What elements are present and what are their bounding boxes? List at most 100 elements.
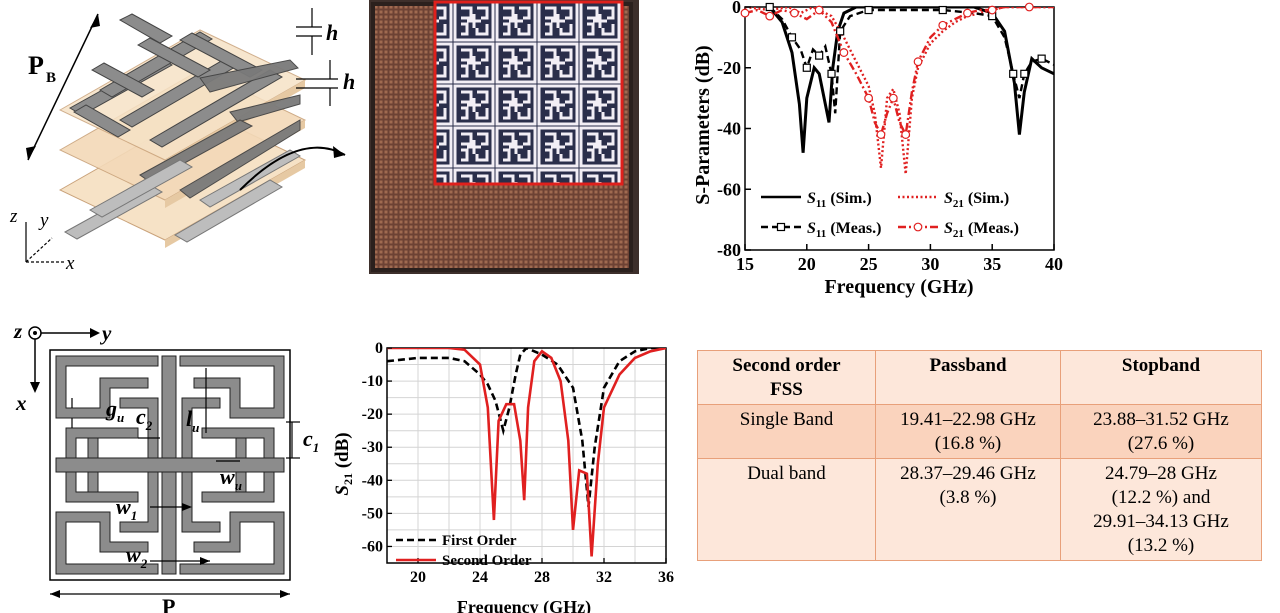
- series-point: [864, 5, 873, 15]
- legend-label: First Order: [442, 533, 517, 549]
- axis-y-label: y: [38, 210, 49, 231]
- table-cell-passband: 19.41–22.98 GHz (16.8 %): [875, 404, 1061, 459]
- y-tick-label: -10: [362, 373, 383, 390]
- y-tick-label: -60: [362, 538, 383, 555]
- series-point: [864, 93, 874, 103]
- s-parameters-plot-area: [740, 2, 1055, 251]
- s-parameters-y-axis-label: S-Parameters (dB): [692, 45, 714, 204]
- x-tick-label: 28: [534, 569, 550, 586]
- table-row: Dual band 28.37–29.46 GHz (3.8 %) 24.79–2…: [697, 458, 1262, 561]
- legend-label: S21 (Sim.): [944, 190, 1009, 210]
- x-tick-label: 35: [983, 254, 1001, 274]
- y-tick-label: 0: [375, 340, 383, 357]
- table-header-cell: Stopband: [1060, 350, 1262, 405]
- series-point: [815, 51, 824, 60]
- label-c2: c2: [136, 404, 153, 433]
- label-period: P: [162, 594, 175, 613]
- thickness-markers: [296, 8, 338, 106]
- s21-x-axis-label: Frequency (GHz): [457, 597, 591, 613]
- metal-layer-top: [68, 13, 283, 148]
- series-point: [1037, 54, 1046, 63]
- bl-axis-x-label: x: [15, 391, 27, 415]
- table-header-cell: Second order FSS: [697, 350, 876, 405]
- table-cell-stopband: 23.88–31.52 GHz (27.6 %): [1060, 404, 1262, 459]
- period-label: P: [28, 51, 44, 80]
- s-parameters-chart: 15 20 25 30 35 40 0 -20 -40 -60 -80 Frequency (GHz…: [688, 0, 1080, 298]
- series-point: [836, 27, 845, 36]
- table-header-cell: Passband: [875, 350, 1061, 405]
- legend-label: S11 (Meas.): [807, 220, 881, 240]
- axis-z-label: z: [9, 206, 18, 227]
- y-tick-label: -20: [362, 406, 383, 423]
- y-tick-label: -20: [717, 58, 741, 78]
- layer-stack-svg: P B h h z y x: [9, 8, 355, 274]
- prototype-photo: [369, 0, 639, 274]
- unit-cell-svg: gu c2 lu c1 wu w1 w2 P z y x: [13, 319, 319, 613]
- bl-axis-y-label: y: [99, 321, 112, 345]
- metal-layer-bottom: [63, 149, 301, 243]
- series-line-0: [387, 348, 666, 507]
- label-c1: c1: [303, 426, 319, 455]
- series-point: [938, 20, 948, 30]
- series-point: [987, 5, 997, 15]
- series-point: [901, 130, 911, 139]
- thickness-label-2: h: [343, 69, 355, 94]
- y-tick-label: -40: [717, 119, 741, 139]
- s-parameters-chart-svg: 15 20 25 30 35 40 0 -20 -40 -60 -80 Frequency (GHz…: [692, 0, 1063, 298]
- s21-ticks: 20 24 28 32 36 0 -10 -20 -30 -40 -50 -60: [362, 340, 674, 586]
- series-point: [1020, 69, 1029, 78]
- s21-plot-area: [386, 347, 667, 564]
- s-parameters-x-axis-label: Frequency (GHz): [824, 276, 973, 298]
- label-gu: gu: [105, 396, 124, 425]
- prototype-photo-svg: [371, 0, 633, 272]
- period-dimension-line: [27, 13, 99, 161]
- thickness-label: h: [326, 20, 338, 45]
- series-point: [802, 63, 811, 72]
- series-line-3: [745, 7, 1054, 139]
- x-tick-label: 20: [798, 254, 816, 274]
- x-tick-label: 32: [596, 569, 612, 586]
- fss-summary-table: Second order FSS Passband Stopband Single…: [697, 350, 1262, 561]
- series-line-1: [745, 7, 1054, 175]
- s21-order-chart: 20 24 28 32 36 0 -10 -20 -30 -40 -50 -60 Frequency …: [330, 336, 680, 613]
- period-label-sub: B: [46, 70, 56, 86]
- s21-legend: First Order Second Order: [396, 533, 532, 569]
- series-point: [740, 8, 750, 18]
- label-w1: w1: [116, 494, 137, 523]
- s-parameters-ticks: 15 20 25 30 35 40 0 -20 -40 -60 -80: [717, 0, 1063, 274]
- dimension-arrowheads: [50, 503, 290, 598]
- unit-cell-geometry: gu c2 lu c1 wu w1 w2 P z y x: [0, 318, 335, 613]
- y-tick-label: -30: [362, 439, 383, 456]
- series-point: [814, 5, 824, 15]
- legend-label: S11 (Sim.): [807, 190, 872, 210]
- y-tick-label: -50: [362, 505, 383, 522]
- label-lu: lu: [186, 406, 199, 435]
- bl-axis-z-label: z: [13, 319, 23, 343]
- series-point: [827, 69, 836, 78]
- table-row: Single Band 19.41–22.98 GHz (16.8 %) 23.8…: [697, 404, 1262, 459]
- series-line-1: [387, 348, 666, 557]
- table-cell-name: Dual band: [697, 458, 876, 561]
- axis-x-label: x: [65, 253, 75, 274]
- y-tick-label: -40: [362, 472, 383, 489]
- series-point: [938, 5, 947, 15]
- series-point: [787, 33, 797, 42]
- axes-indicator: [25, 222, 64, 263]
- x-tick-label: 25: [860, 254, 878, 274]
- s21-order-chart-svg: 20 24 28 32 36 0 -10 -20 -30 -40 -50 -60 Frequency …: [332, 340, 674, 613]
- y-tick-label: -60: [717, 179, 741, 199]
- series-point: [765, 2, 774, 12]
- x-tick-label: 36: [658, 569, 674, 586]
- table-cell-name: Single Band: [697, 404, 876, 459]
- series-point: [963, 8, 972, 18]
- label-w2: w2: [126, 542, 148, 571]
- table-cell-passband: 28.37–29.46 GHz (3.8 %): [875, 458, 1061, 561]
- series-point: [1009, 69, 1018, 78]
- x-tick-label: 24: [472, 569, 488, 586]
- unit-cell-metal-pattern: [55, 355, 285, 575]
- x-tick-label: 20: [410, 569, 426, 586]
- s-parameters-legend: S11 (Sim.) S21 (Sim.) S11 (Meas.) S21 (Meas…: [761, 190, 1019, 240]
- series-point: [765, 11, 775, 21]
- table-cell-stopband: 24.79–28 GHz (12.2 %) and 29.91–34.13 GHz(…: [1060, 458, 1262, 561]
- photo-zoom-inset: [435, 2, 622, 184]
